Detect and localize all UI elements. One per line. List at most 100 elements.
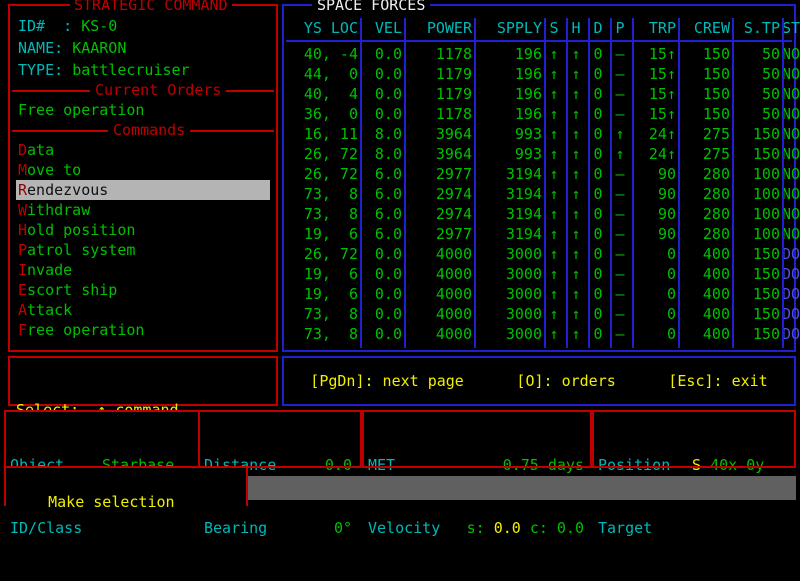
status-distance-values: 0.0 0° xyxy=(300,410,362,537)
idclass-value xyxy=(102,518,194,541)
cell-stp: 150 xyxy=(752,265,780,283)
forces-help-box: [PgDn]: next page [O]: orders [Esc]: exi… xyxy=(282,356,796,406)
cell-h: ↑ xyxy=(571,125,581,143)
command-item-attack[interactable]: Attack xyxy=(16,300,270,320)
column-separator xyxy=(782,18,784,348)
cell-p: – xyxy=(615,225,625,243)
cell-vel: 0.0 xyxy=(374,245,402,263)
space-forces-panel: SPACE FORCES YS LOC VEL POWER SPPLY S H D P TRP C… xyxy=(282,0,800,352)
cell-spply: 3194 xyxy=(505,225,542,243)
cell-loc: 73, 8 xyxy=(303,185,358,203)
command-label: ithdraw xyxy=(27,201,91,219)
ship-info-block: ID# : KS-0 NAME: KAARON TYPE: battlecrui… xyxy=(18,16,190,82)
table-row[interactable]: 26, 72 8.0 3964 993 ↑ ↑ 0 ↑ 24↑ 275 150NORMAL xyxy=(284,144,800,164)
table-row[interactable]: 19, 6 6.0 2977 3194 ↑ ↑ 0– 90 280 100NORMAL xyxy=(284,224,800,244)
command-label: nvade xyxy=(27,261,73,279)
cell-spply: 196 xyxy=(514,85,542,103)
command-item-patrol-system[interactable]: Patrol system xyxy=(16,240,270,260)
cell-power: 3964 xyxy=(435,145,472,163)
command-item-free-operation[interactable]: Free operation xyxy=(16,320,270,340)
command-hotkey: R xyxy=(18,181,28,199)
cell-loc: 73, 8 xyxy=(303,305,358,323)
cell-trp: 90 xyxy=(657,165,676,183)
command-item-withdraw[interactable]: Withdraw xyxy=(16,200,270,220)
cell-s: ↑ xyxy=(549,265,559,283)
cell-stp: 50 xyxy=(761,85,780,103)
table-row[interactable]: 26, 72 6.0 2977 3194 ↑ ↑ 0– 90 280 100NORMAL xyxy=(284,164,800,184)
command-list[interactable]: Data Move to Rendezvous Withdraw Hold positi… xyxy=(16,140,270,340)
table-row[interactable]: 73, 8 6.0 2974 3194 ↑ ↑ 0– 90 280 100NORMAL xyxy=(284,184,800,204)
cell-loc: 26, 72 xyxy=(303,145,358,163)
column-header-spply: SPPLY xyxy=(496,19,542,37)
status-object-values: Starbase xyxy=(98,410,200,474)
ship-type-label: TYPE: xyxy=(18,61,64,79)
velocity-c-value: 0.0 xyxy=(556,519,584,537)
forces-help-exit[interactable]: [Esc]: exit xyxy=(668,372,768,390)
forces-help-next-page[interactable]: [PgDn]: next page xyxy=(310,372,464,390)
cell-loc: 19, 6 xyxy=(303,265,358,283)
column-separator xyxy=(474,18,476,348)
table-row[interactable]: 40, -4 0.0 1178 196 ↑ ↑ 0– 15↑ 150 50NORMAL xyxy=(284,44,800,64)
cell-power: 4000 xyxy=(435,305,472,323)
cell-crew: 400 xyxy=(702,265,730,283)
cell-status: DOCKED xyxy=(782,265,800,283)
cell-h: ↑ xyxy=(571,105,581,123)
table-row[interactable]: 16, 11 8.0 3964 993 ↑ ↑ 0 ↑ 24↑ 275 150NORMAL xyxy=(284,124,800,144)
column-separator xyxy=(544,18,546,348)
table-row[interactable]: 44, 0 0.0 1179 196 ↑ ↑ 0– 15↑ 150 50NORMAL xyxy=(284,64,800,84)
cell-h: ↑ xyxy=(571,165,581,183)
cell-spply: 3000 xyxy=(505,305,542,323)
cell-loc: 40, 4 xyxy=(303,85,358,103)
column-header-loc: YS LOC xyxy=(303,19,358,37)
cell-vel: 6.0 xyxy=(374,225,402,243)
column-header-status: STATUS xyxy=(782,19,800,37)
cell-crew: 150 xyxy=(702,65,730,83)
met-value: 0.75 days xyxy=(502,456,584,474)
table-row[interactable]: 36, 0 0.0 1178 196 ↑ ↑ 0– 15↑ 150 50NORMAL xyxy=(284,104,800,124)
command-item-data[interactable]: Data xyxy=(16,140,270,160)
cell-d: 0 xyxy=(593,85,603,103)
cell-spply: 196 xyxy=(514,45,542,63)
cell-s: ↑ xyxy=(549,285,559,303)
cell-s: ↑ xyxy=(549,245,559,263)
cell-spply: 196 xyxy=(514,65,542,83)
cell-vel: 0.0 xyxy=(374,325,402,343)
cell-h: ↑ xyxy=(571,85,581,103)
gray-input-bar[interactable] xyxy=(248,476,796,500)
cell-p: – xyxy=(615,285,625,303)
command-item-hold-position[interactable]: Hold position xyxy=(16,220,270,240)
cell-stp: 50 xyxy=(761,45,780,63)
cell-d: 0 xyxy=(593,165,603,183)
command-item-rendezvous[interactable]: Rendezvous xyxy=(16,180,270,200)
velocity-s-value: 0.0 xyxy=(493,519,521,537)
cell-crew: 150 xyxy=(702,85,730,103)
cell-status: NORMAL xyxy=(782,105,800,123)
command-item-move-to[interactable]: Move to xyxy=(16,160,270,180)
command-item-escort-ship[interactable]: Escort ship xyxy=(16,280,270,300)
column-header-h: H xyxy=(571,19,581,37)
cell-p: – xyxy=(615,325,625,343)
command-item-invade[interactable]: Invade xyxy=(16,260,270,280)
command-hotkey: M xyxy=(18,161,28,179)
cell-d: 0 xyxy=(593,225,603,243)
table-row[interactable]: 73, 8 6.0 2974 3194 ↑ ↑ 0– 90 280 100NORMAL xyxy=(284,204,800,224)
table-row[interactable]: 40, 4 0.0 1179 196 ↑ ↑ 0– 15↑ 150 50NORMAL xyxy=(284,84,800,104)
command-hotkey: F xyxy=(18,321,28,339)
cell-trp: 15↑ xyxy=(648,105,676,123)
cell-power: 2974 xyxy=(435,185,472,203)
current-orders-value: Free operation xyxy=(18,101,145,119)
cell-h: ↑ xyxy=(571,265,581,283)
cell-crew: 280 xyxy=(702,225,730,243)
cell-crew: 150 xyxy=(702,45,730,63)
column-header-s: S xyxy=(549,19,559,37)
forces-help-orders[interactable]: [O]: orders xyxy=(516,372,616,390)
velocity-s-label: s: xyxy=(466,519,485,537)
cell-loc: 26, 72 xyxy=(303,165,358,183)
cell-status: NORMAL xyxy=(782,185,800,203)
